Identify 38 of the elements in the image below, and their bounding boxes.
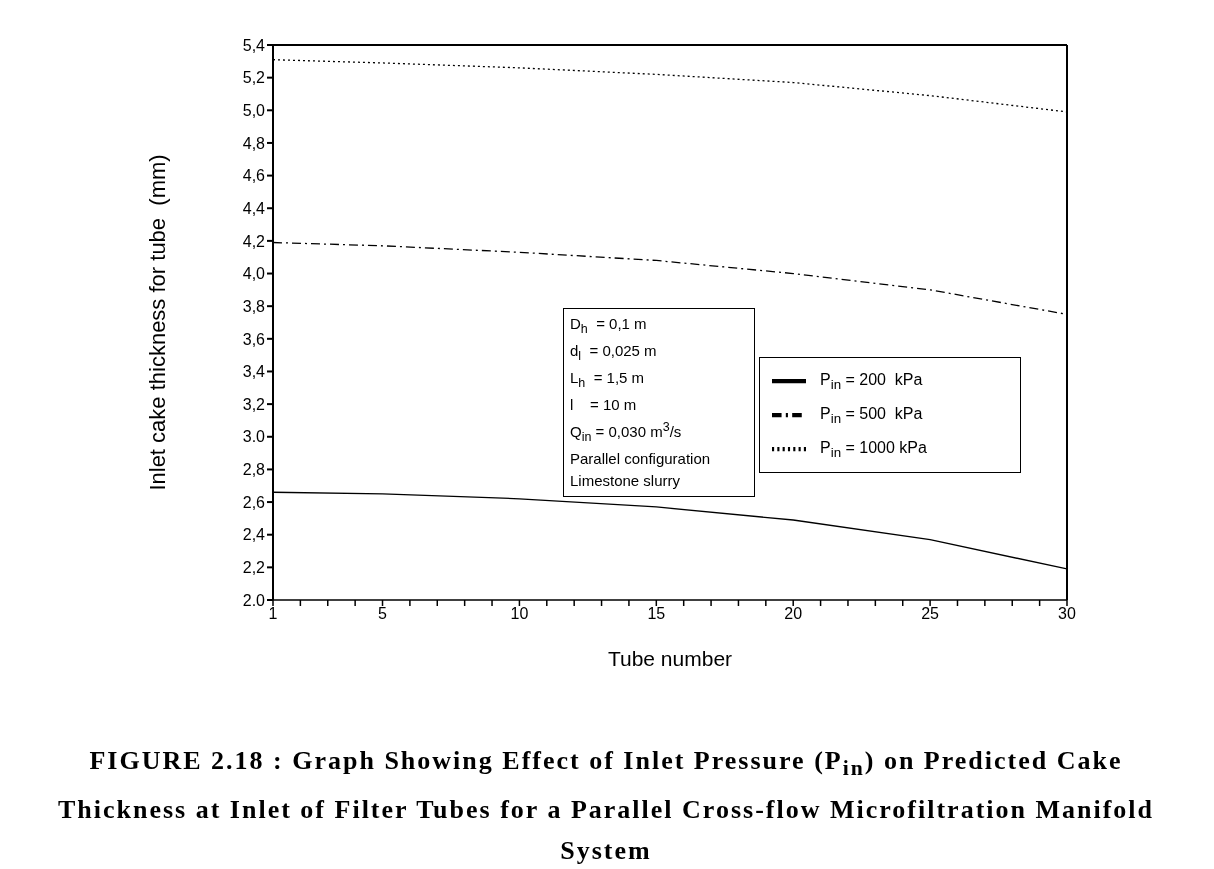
y-tick-label: 5,2 xyxy=(242,69,266,87)
y-tick-label: 4,0 xyxy=(242,265,266,283)
y-tick-label: 5,0 xyxy=(242,101,266,119)
legend-label: P$_{in}$ = 500 kPa xyxy=(820,405,923,427)
y-tick-label: 2,6 xyxy=(242,493,266,511)
y-tick-label: 3,2 xyxy=(242,395,266,413)
y-tick-label: 3.0 xyxy=(242,428,266,446)
legend-label: P$_{in}$ = 200 kPa xyxy=(820,371,923,393)
y-tick-label: 3,8 xyxy=(242,297,266,315)
annotation: l = 10 m xyxy=(570,395,638,415)
y-tick-label: 2.0 xyxy=(242,591,266,609)
annotation: D$_{h}$ = 0,1 m xyxy=(570,314,648,338)
legend-label: P$_{in}$ = 1000 kPa xyxy=(820,439,927,461)
y-tick-label: 3,4 xyxy=(242,363,266,381)
x-axis-title: Tube number xyxy=(607,647,733,670)
annotation: L$_{h}$ = 1,5 m xyxy=(570,368,646,392)
y-tick-label: 2,2 xyxy=(242,559,266,577)
y-tick-label: 4,6 xyxy=(242,167,266,185)
x-tick-label: 5 xyxy=(378,605,388,623)
y-tick-label: 2,4 xyxy=(242,526,266,544)
x-tick-label: 20 xyxy=(784,605,803,623)
y-tick-label: 3,6 xyxy=(242,330,266,348)
y-tick-label: 5,4 xyxy=(242,36,266,54)
annotation: Q$_{in}$ = 0,030 m$^{3}$/s xyxy=(570,419,683,446)
y-tick-label: 4,4 xyxy=(242,199,266,217)
y-tick-label: 4,8 xyxy=(242,134,266,152)
x-tick-label: 1 xyxy=(268,605,278,623)
x-tick-label: 10 xyxy=(510,605,529,623)
y-tick-label: 4,2 xyxy=(242,232,266,250)
annotation: d$_{l}$ = 0,025 m xyxy=(570,341,658,365)
text: FIGURE 2.18 : Graph Showing Effect of Inlet Pressure (P$_{in}$) on Predicted Cake Thickness at Inlet of Filter Tubes for a Parallel Cross-flow Microfiltration Manifold System xyxy=(56,745,1156,868)
x-tick-label: 30 xyxy=(1058,605,1076,623)
x-tick-label: 15 xyxy=(647,605,666,623)
annotation: Parallel configuration xyxy=(570,449,712,469)
annotation: Limestone slurry xyxy=(570,471,682,491)
y-tick-label: 2,8 xyxy=(242,461,266,479)
x-tick-label: 25 xyxy=(921,605,940,623)
y-axis-title: Inlet cake thickness for tube (mm) xyxy=(145,154,170,491)
